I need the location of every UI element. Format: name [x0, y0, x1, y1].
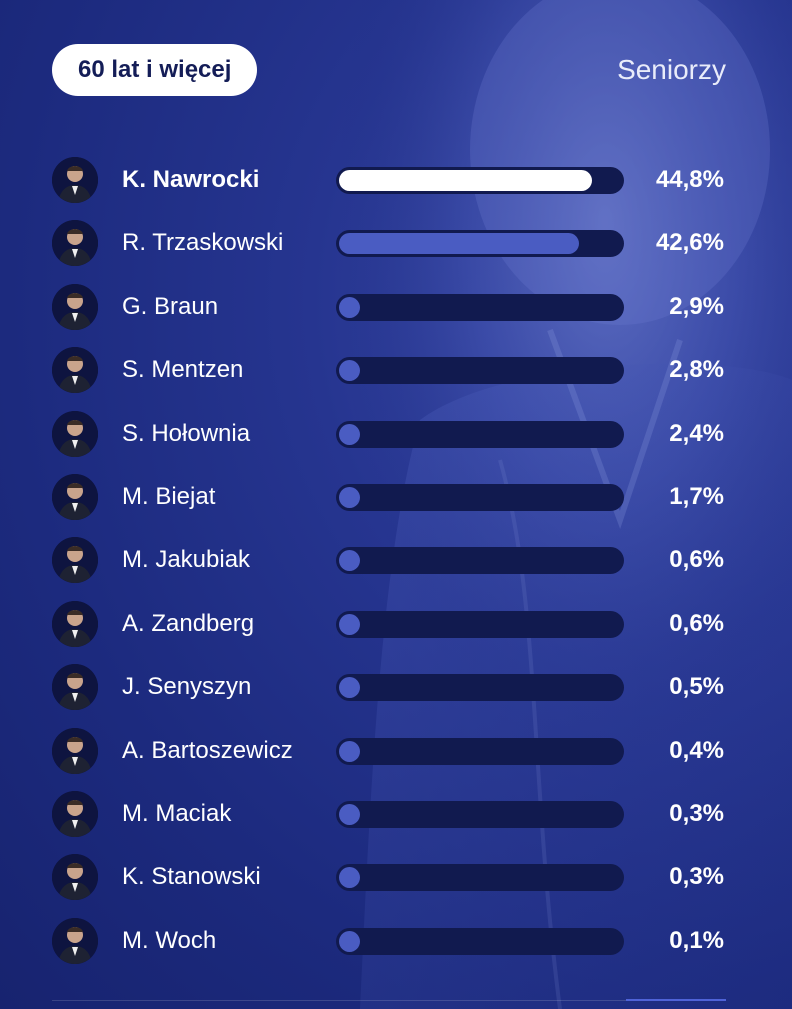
bar-fill — [339, 803, 360, 825]
bar-fill — [339, 296, 360, 318]
candidate-avatar — [52, 157, 98, 203]
percentage-label: 44,8% — [655, 166, 724, 193]
candidate-row: A. Zandberg 0,6% — [52, 600, 726, 663]
bar-fill — [339, 170, 592, 191]
percentage-label: 0,3% — [669, 799, 724, 827]
percentage-label: 1,7% — [669, 482, 724, 510]
candidate-row: K. Stanowski 0,3% — [52, 853, 726, 916]
candidate-name: M. Woch — [122, 926, 217, 954]
candidate-name: K. Nawrocki — [122, 166, 260, 193]
percentage-label: 2,8% — [669, 356, 724, 384]
bar-track — [336, 167, 624, 194]
bar-track — [336, 230, 624, 258]
candidate-avatar — [52, 473, 98, 520]
divider — [52, 1000, 726, 1001]
percentage-label: 0,3% — [669, 863, 724, 891]
bar-fill — [339, 423, 360, 445]
bar-track — [336, 737, 624, 765]
bar-track — [336, 547, 624, 575]
bar-fill — [339, 677, 360, 699]
candidate-avatar — [52, 600, 98, 647]
bar-track — [336, 800, 624, 828]
candidate-avatar — [52, 220, 98, 267]
bar-track — [336, 610, 624, 638]
bar-fill — [339, 930, 360, 952]
candidate-name: A. Bartoszewicz — [122, 736, 293, 764]
candidate-row: S. Mentzen 2,8% — [52, 346, 726, 409]
bar-fill — [339, 740, 360, 762]
candidate-row: M. Maciak 0,3% — [52, 790, 726, 853]
candidate-avatar — [52, 283, 98, 330]
header: 60 lat i więcej Seniorzy — [52, 44, 726, 98]
bar-track — [336, 864, 624, 892]
percentage-label: 0,6% — [669, 546, 724, 574]
candidate-avatar — [52, 790, 98, 837]
candidate-avatar — [52, 537, 98, 584]
group-label: Seniorzy — [617, 54, 726, 85]
bar-track — [336, 293, 624, 321]
candidate-name: J. Senyszyn — [122, 673, 252, 701]
bar-fill — [339, 867, 360, 889]
candidate-name: R. Trzaskowski — [122, 229, 284, 257]
bar-fill — [339, 360, 360, 382]
candidate-avatar — [52, 917, 98, 964]
candidate-name: S. Hołownia — [122, 419, 251, 447]
candidate-name: K. Stanowski — [122, 863, 261, 891]
candidate-name: S. Mentzen — [122, 356, 244, 384]
age-group-pill[interactable]: 60 lat i więcej — [52, 44, 258, 96]
bar-fill — [339, 613, 360, 635]
bar-fill — [339, 233, 580, 255]
candidate-name: M. Biejat — [122, 482, 216, 510]
bar-track — [336, 927, 624, 955]
candidate-avatar — [52, 347, 98, 394]
percentage-label: 0,6% — [669, 609, 724, 637]
candidate-name: G. Braun — [122, 292, 219, 320]
candidate-bar-chart: K. Nawrocki 44,8% R. Trzaskowski 42,6% G. Br… — [52, 156, 726, 980]
candidate-avatar — [52, 410, 98, 457]
candidate-row: K. Nawrocki 44,8% — [52, 156, 726, 219]
bar-track — [336, 674, 624, 702]
candidate-avatar — [52, 664, 98, 711]
candidate-avatar — [52, 854, 98, 901]
candidate-row: G. Braun 2,9% — [52, 283, 726, 346]
candidate-name: A. Zandberg — [122, 609, 255, 637]
candidate-row: M. Jakubiak 0,6% — [52, 536, 726, 599]
percentage-label: 0,1% — [669, 926, 724, 954]
candidate-row: A. Bartoszewicz 0,4% — [52, 727, 726, 790]
bar-fill — [339, 550, 360, 572]
candidate-name: M. Jakubiak — [122, 546, 251, 574]
percentage-label: 0,4% — [669, 736, 724, 764]
candidate-avatar — [52, 727, 98, 774]
candidate-row: J. Senyszyn 0,5% — [52, 663, 726, 726]
divider-accent — [626, 999, 726, 1001]
candidate-name: M. Maciak — [122, 799, 232, 827]
percentage-label: 2,4% — [669, 419, 724, 447]
percentage-label: 2,9% — [669, 292, 724, 320]
candidate-row: S. Hołownia 2,4% — [52, 410, 726, 473]
bar-track — [336, 420, 624, 448]
candidate-row: M. Woch 0,1% — [52, 917, 726, 980]
bar-fill — [339, 486, 360, 508]
bar-track — [336, 483, 624, 511]
bar-track — [336, 357, 624, 385]
candidate-row: R. Trzaskowski 42,6% — [52, 219, 726, 282]
percentage-label: 42,6% — [655, 229, 724, 257]
percentage-label: 0,5% — [669, 673, 724, 701]
candidate-row: M. Biejat 1,7% — [52, 473, 726, 536]
